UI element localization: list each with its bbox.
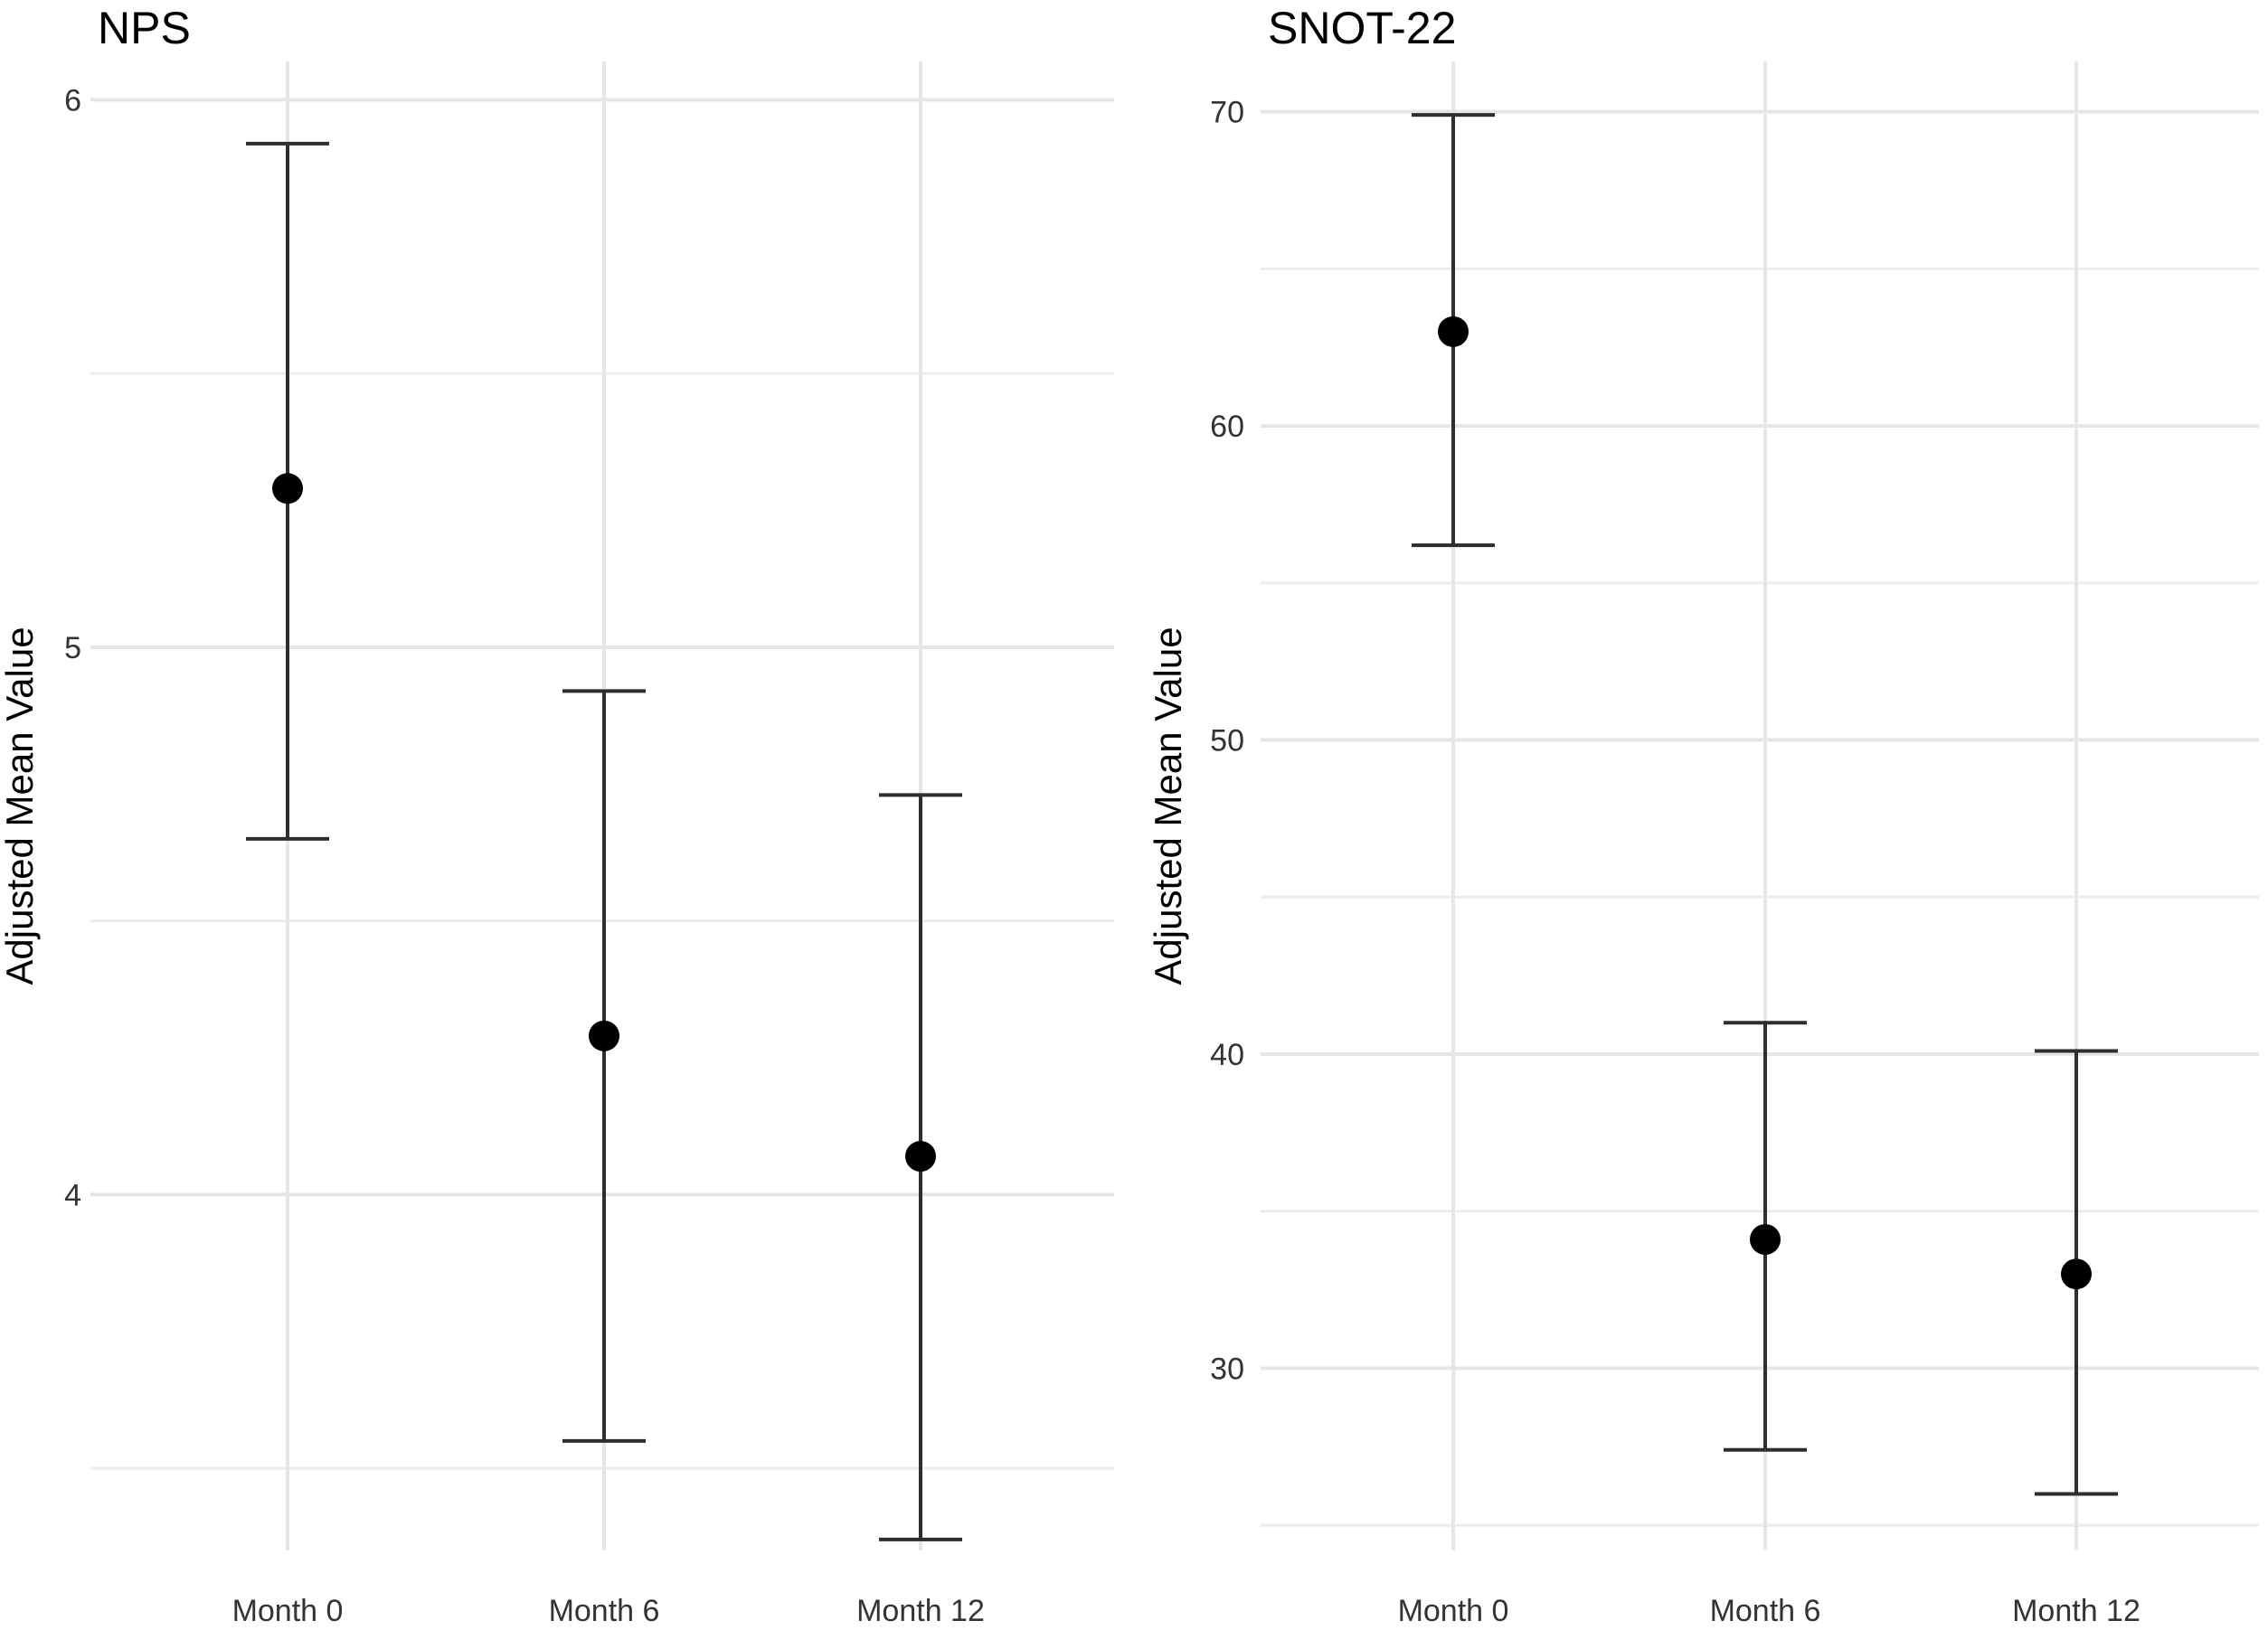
- data-point: [905, 1141, 936, 1173]
- data-point: [1750, 1224, 1781, 1256]
- x-tick-label: Month 6: [1710, 1594, 1821, 1628]
- y-axis-label: Adjusted Mean Value: [0, 627, 41, 985]
- chart-title: SNOT-22: [1268, 3, 1456, 53]
- error-bar: [562, 689, 646, 1443]
- data-point: [2061, 1258, 2092, 1290]
- x-tick-label: Month 6: [549, 1594, 660, 1628]
- data-point: [1438, 316, 1469, 347]
- x-tick-label: Month 12: [2012, 1594, 2140, 1628]
- y-tick-label: 30: [1210, 1352, 1244, 1386]
- y-tick-label: 4: [64, 1178, 81, 1212]
- y-tick-label: 6: [64, 83, 81, 118]
- chart-title: NPS: [98, 3, 191, 53]
- y-tick-label: 70: [1210, 96, 1244, 130]
- data-point: [272, 473, 303, 504]
- chart-panel-1: 30 40 50 60 70 Month 0 Month 6 Month 12 Adjusted…: [1147, 3, 2259, 1628]
- x-tick-label: Month 12: [856, 1594, 985, 1628]
- y-tick-label: 5: [64, 631, 81, 665]
- chart-panel-0: 4 5 6 Month 0 Month 6 Month 12 Adjusted Mean V…: [0, 3, 1114, 1628]
- y-axis-label: Adjusted Mean Value: [1147, 627, 1189, 985]
- y-tick-label: 40: [1210, 1038, 1244, 1072]
- y-tick-label: 60: [1210, 410, 1244, 444]
- x-tick-label: Month 0: [232, 1594, 344, 1628]
- y-tick-label: 50: [1210, 724, 1244, 758]
- x-tick-label: Month 0: [1398, 1594, 1509, 1628]
- gridlines: [1261, 61, 2259, 1550]
- data-point: [589, 1020, 619, 1051]
